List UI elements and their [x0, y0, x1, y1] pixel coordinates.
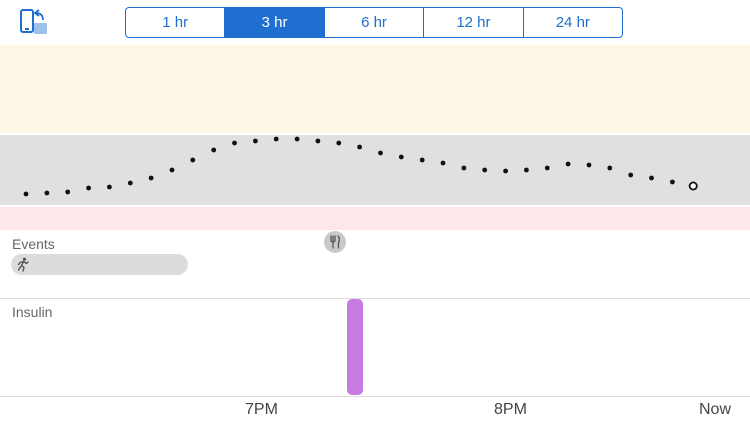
glucose-point [378, 150, 383, 156]
glucose-point [253, 138, 258, 144]
time-axis-label-now: Now [699, 401, 732, 418]
time-range-selector[interactable]: 1 hr 3 hr 6 hr 12 hr 24 hr [125, 7, 623, 38]
insulin-label: Insulin [12, 304, 53, 320]
glucose-point [461, 165, 467, 171]
glucose-latest-point [688, 181, 698, 191]
glucose-readings-plot [23, 136, 698, 197]
glucose-point [357, 144, 362, 150]
glucose-point [148, 175, 154, 181]
glucose-point [398, 154, 404, 160]
time-axis-label-8pm: 8PM [494, 401, 527, 418]
glucose-point [628, 172, 634, 178]
events-label: Events [12, 236, 55, 252]
time-range-6hr[interactable]: 6 hr [325, 8, 425, 37]
glucose-point [211, 147, 217, 153]
time-axis-label-7pm: 7PM [245, 401, 278, 418]
time-range-1hr[interactable]: 1 hr [126, 8, 226, 37]
time-range-24hr[interactable]: 24 hr [555, 14, 590, 31]
glucose-point [336, 140, 342, 146]
exercise-event-pill[interactable] [11, 254, 188, 275]
glucose-point [107, 184, 112, 190]
fork-knife-icon[interactable] [324, 231, 346, 253]
glucose-point [544, 165, 550, 171]
glucose-low-range-band [0, 207, 750, 230]
glucose-point [44, 190, 50, 196]
time-axis-line [0, 396, 750, 397]
glucose-point [503, 168, 508, 174]
glucose-point [607, 165, 613, 171]
rotate-device-icon[interactable] [19, 9, 49, 37]
glucose-point [524, 167, 529, 173]
time-range-12hr[interactable]: 12 hr [424, 8, 524, 37]
glucose-point [482, 167, 488, 173]
events-insulin-divider [0, 298, 750, 299]
glucose-high-range-band [0, 45, 750, 133]
running-person-icon [15, 257, 30, 272]
glucose-point [127, 180, 133, 186]
glucose-point [419, 157, 425, 163]
glucose-point [190, 157, 196, 163]
glucose-point [294, 136, 300, 142]
time-range-3hr[interactable]: 3 hr [225, 8, 325, 37]
glucose-point [65, 189, 71, 195]
glucose-point [23, 191, 29, 197]
glucose-point [315, 138, 321, 144]
glucose-target-range-band [0, 135, 750, 205]
glucose-point [440, 160, 446, 166]
glucose-point [565, 161, 571, 167]
glucose-point [232, 140, 237, 146]
glucose-point [586, 162, 592, 168]
glucose-point [670, 179, 675, 185]
glucose-point [649, 175, 654, 181]
glucose-point [86, 185, 91, 191]
insulin-dose-bar[interactable] [347, 299, 363, 395]
glucose-point [273, 136, 279, 142]
glucose-point [169, 167, 175, 173]
